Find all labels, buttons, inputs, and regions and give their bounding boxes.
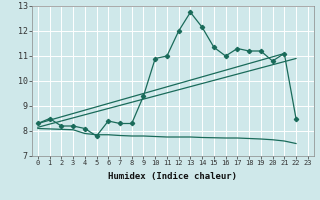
X-axis label: Humidex (Indice chaleur): Humidex (Indice chaleur) xyxy=(108,172,237,181)
